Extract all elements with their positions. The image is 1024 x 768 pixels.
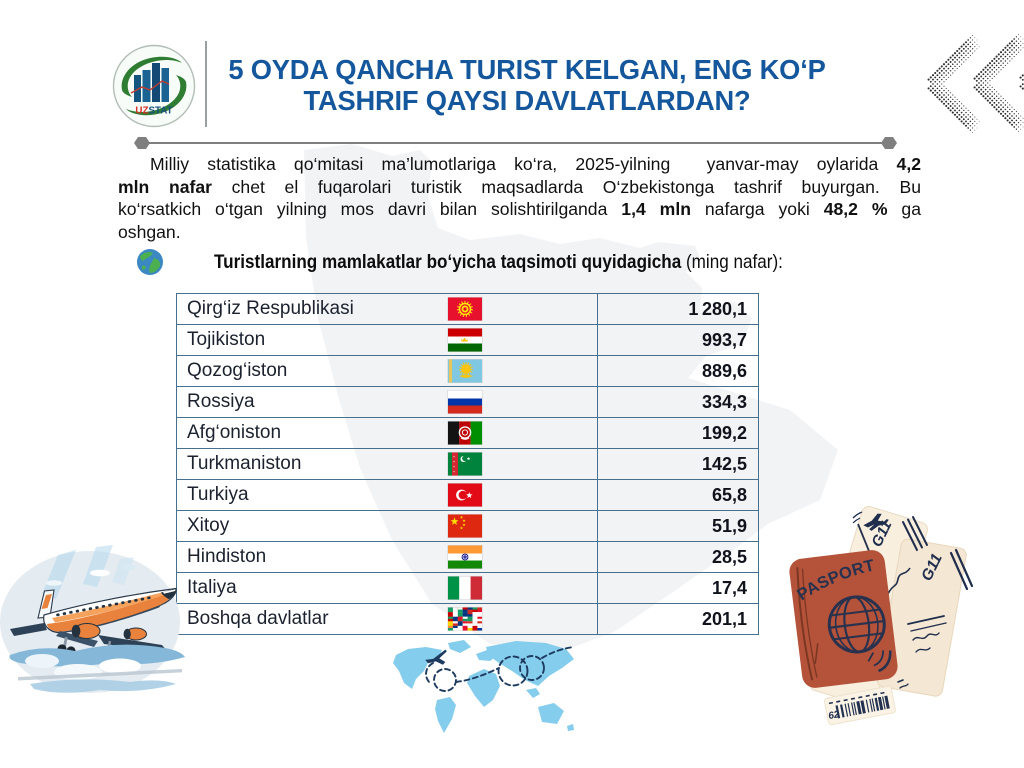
svg-text:UZSTAT: UZSTAT [135, 106, 172, 117]
